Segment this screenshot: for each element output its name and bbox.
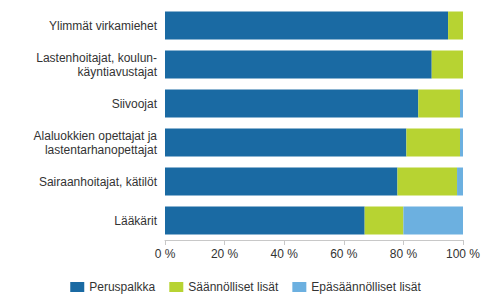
svg-text:Säännölliset lisät: Säännölliset lisät — [188, 280, 279, 294]
svg-text:100 %: 100 % — [446, 247, 480, 261]
svg-text:Ylimmät virkamiehet: Ylimmät virkamiehet — [49, 19, 158, 33]
svg-text:Sairaanhoitajat, kätilöt: Sairaanhoitajat, kätilöt — [39, 175, 158, 189]
svg-text:lastentarhanopettajat: lastentarhanopettajat — [45, 143, 158, 157]
svg-text:käyntiavustajat: käyntiavustajat — [78, 65, 158, 79]
svg-text:60 %: 60 % — [330, 247, 358, 261]
svg-text:Siivoojat: Siivoojat — [112, 97, 158, 111]
svg-text:40 %: 40 % — [271, 247, 299, 261]
svg-text:Lastenhoitajat, koulun-: Lastenhoitajat, koulun- — [36, 51, 157, 65]
svg-text:Epäsäännölliset lisät: Epäsäännölliset lisät — [311, 280, 421, 294]
svg-text:Alaluokkien opettajat ja: Alaluokkien opettajat ja — [34, 129, 158, 143]
svg-text:80 %: 80 % — [390, 247, 418, 261]
svg-text:0 %: 0 % — [155, 247, 176, 261]
svg-text:Lääkärit: Lääkärit — [114, 214, 157, 228]
svg-text:Peruspalkka: Peruspalkka — [89, 280, 155, 294]
svg-text:20 %: 20 % — [211, 247, 239, 261]
